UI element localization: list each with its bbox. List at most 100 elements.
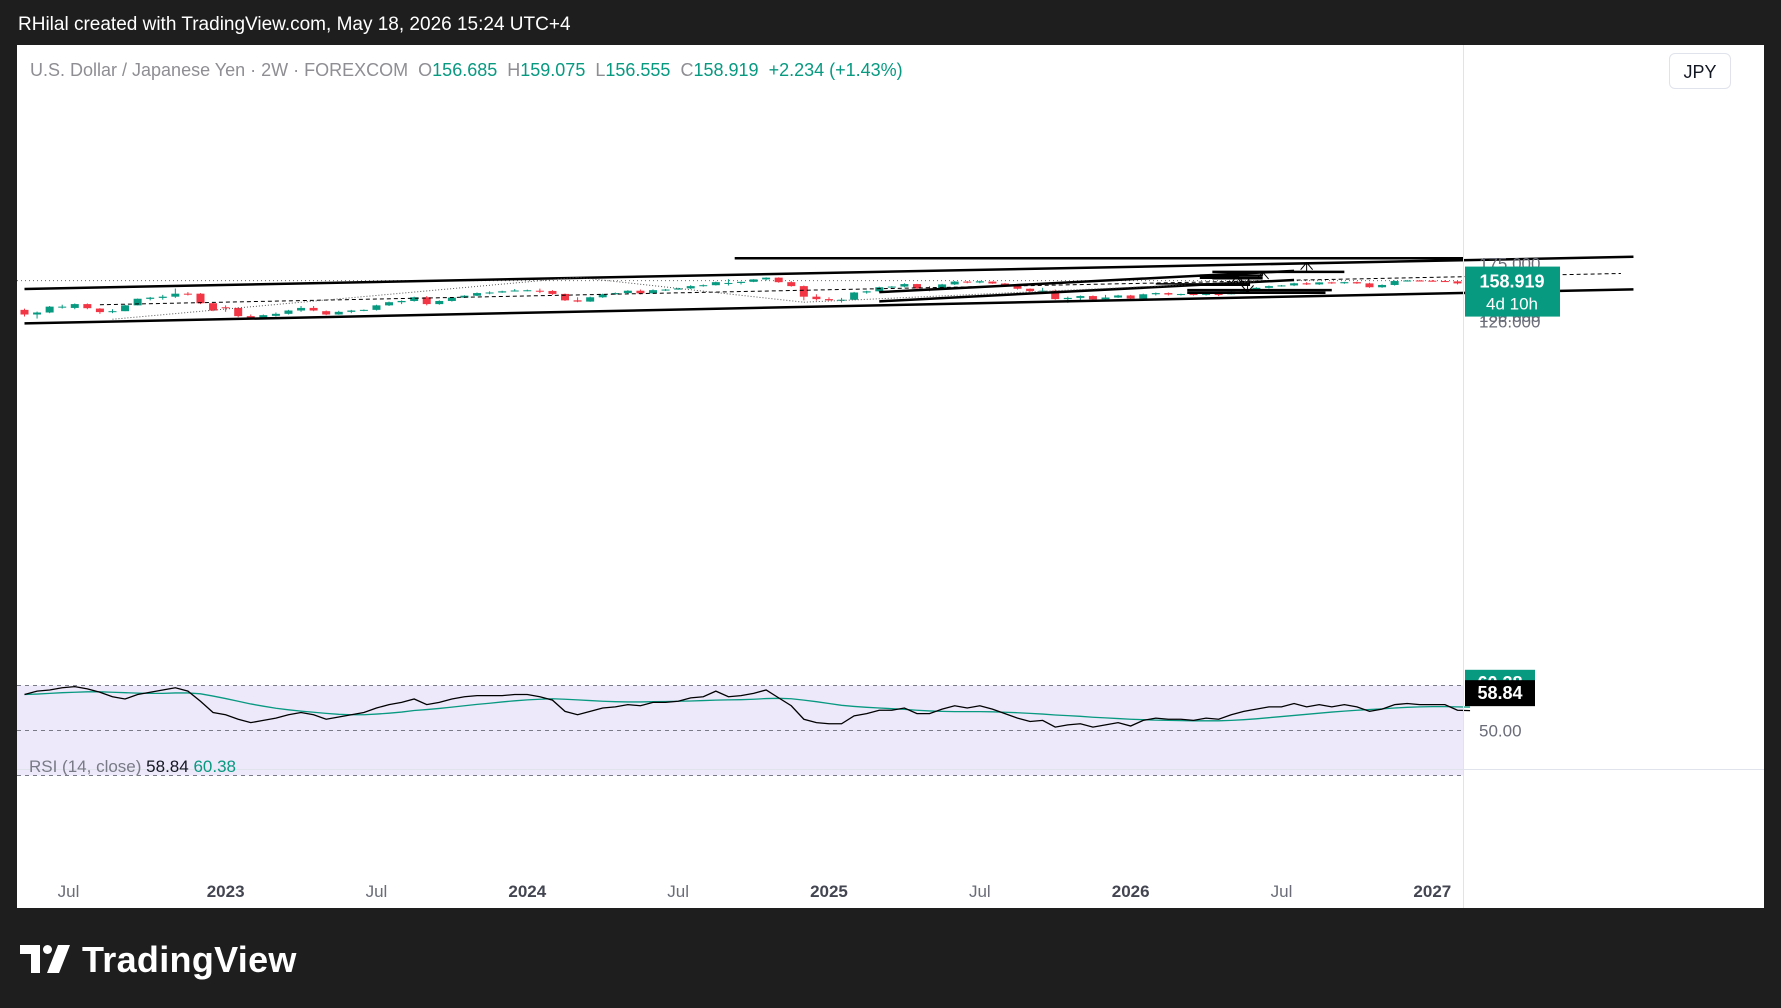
candle-body xyxy=(711,282,720,286)
candle-body xyxy=(900,284,909,287)
candle-body xyxy=(1151,293,1160,295)
candle-body xyxy=(1390,281,1399,285)
rsi-line xyxy=(24,685,1471,728)
candle-body xyxy=(561,293,570,301)
candle-body xyxy=(372,305,381,310)
time-tick-label: Jul xyxy=(667,882,689,901)
candle-body xyxy=(183,293,192,295)
candle-body xyxy=(20,309,29,315)
last-price-label: 158.919 xyxy=(1479,272,1544,292)
zigzag-line xyxy=(803,281,1257,303)
candle-body xyxy=(359,309,368,311)
candle-body xyxy=(548,290,557,294)
candle-body xyxy=(1063,297,1072,300)
logo-text: TradingView xyxy=(82,939,297,980)
rsi-title: RSI (14, close) xyxy=(29,757,142,776)
time-tick-label: 2027 xyxy=(1413,882,1451,901)
candle-body xyxy=(1164,293,1173,295)
change-value: +2.234 (+1.43%) xyxy=(768,60,903,80)
candle-body xyxy=(1088,296,1097,300)
currency-button[interactable]: JPY xyxy=(1669,53,1731,89)
candle-body xyxy=(661,289,670,291)
low-value: 156.555 xyxy=(605,60,671,80)
candle-body xyxy=(598,294,607,298)
rsi-legend: RSI (14, close) 58.84 60.38 xyxy=(29,756,236,778)
open-label: O xyxy=(418,60,433,80)
candle-body xyxy=(975,281,984,283)
candle-body xyxy=(45,306,54,313)
candle-body xyxy=(1176,294,1185,296)
candle-body xyxy=(133,298,142,306)
symbol-description: U.S. Dollar / Japanese Yen · 2W · FOREXC… xyxy=(30,60,409,80)
time-tick-label: Jul xyxy=(969,882,991,901)
tradingview-logo: TradingView xyxy=(20,936,297,984)
candle-body xyxy=(397,300,406,303)
candle-body xyxy=(1290,283,1299,286)
candle-body xyxy=(1428,280,1437,282)
candle-body xyxy=(787,282,796,287)
candle-body xyxy=(1378,284,1387,288)
candle-body xyxy=(724,282,733,284)
last-price-label-bg xyxy=(1465,266,1560,317)
candle-body xyxy=(309,307,318,311)
candle-body xyxy=(535,290,544,292)
candle-body xyxy=(33,312,42,315)
target-arrowhead xyxy=(1241,285,1254,294)
candle-body xyxy=(1440,281,1449,283)
candle-body xyxy=(1038,290,1047,292)
time-tick-label: 2025 xyxy=(810,882,848,901)
target-arrowhead xyxy=(1237,278,1251,287)
time-tick-label: 2024 xyxy=(508,882,546,901)
candle-body xyxy=(1139,294,1148,299)
candle-body xyxy=(749,279,758,282)
candle-body xyxy=(1365,283,1374,288)
candle-body xyxy=(523,290,532,292)
rsi-axis-label: 50.00 xyxy=(1479,722,1522,741)
candle-body xyxy=(1126,295,1135,299)
high-label: H xyxy=(507,60,521,80)
candle-body xyxy=(799,286,808,297)
symbol-legend: U.S. Dollar / Japanese Yen · 2W · FOREXC… xyxy=(30,59,903,81)
candle-body xyxy=(1264,286,1273,288)
time-tick-label: 2023 xyxy=(207,882,245,901)
candle-body xyxy=(1453,281,1462,284)
candle-body xyxy=(1214,294,1223,296)
candle-body xyxy=(158,296,167,298)
candle-body xyxy=(736,281,745,283)
high-value: 159.075 xyxy=(520,60,586,80)
candle-body xyxy=(447,297,456,301)
candle-body xyxy=(1101,297,1110,300)
candle-body xyxy=(938,284,947,289)
candle-body xyxy=(862,291,871,293)
candle-body xyxy=(912,284,921,289)
time-tick-label: 2026 xyxy=(1112,882,1150,901)
candle-body xyxy=(473,293,482,296)
rsi-ma-line xyxy=(24,691,1471,722)
candle-body xyxy=(824,299,833,301)
candle-body xyxy=(686,286,695,289)
candle-body xyxy=(1114,295,1123,298)
candle-body xyxy=(422,297,431,305)
candle-body xyxy=(385,302,394,306)
candle-body xyxy=(812,296,821,300)
candle-body xyxy=(221,307,230,309)
candle-body xyxy=(887,286,896,288)
low-label: L xyxy=(595,60,606,80)
time-tick-label: Jul xyxy=(58,882,80,901)
chart-panel[interactable]: 175.000167.000151.000146.000140.000134.0… xyxy=(17,45,1764,908)
target-arrowhead xyxy=(1300,261,1314,270)
candle-body xyxy=(146,297,155,299)
candle-body xyxy=(875,287,884,292)
candle-body xyxy=(674,288,683,290)
candle-body xyxy=(586,297,595,302)
candle-body xyxy=(1302,283,1311,285)
chart-canvas[interactable]: 175.000167.000151.000146.000140.000134.0… xyxy=(17,45,1764,908)
candle-body xyxy=(1202,293,1211,295)
rsi-price-label: 58.84 xyxy=(1477,683,1522,703)
candle-body xyxy=(1013,285,1022,289)
candle-body xyxy=(649,290,657,294)
candle-body xyxy=(1352,282,1361,284)
candle-body xyxy=(1277,285,1286,287)
candle-body xyxy=(95,308,104,313)
dashed-midline xyxy=(99,272,1621,306)
